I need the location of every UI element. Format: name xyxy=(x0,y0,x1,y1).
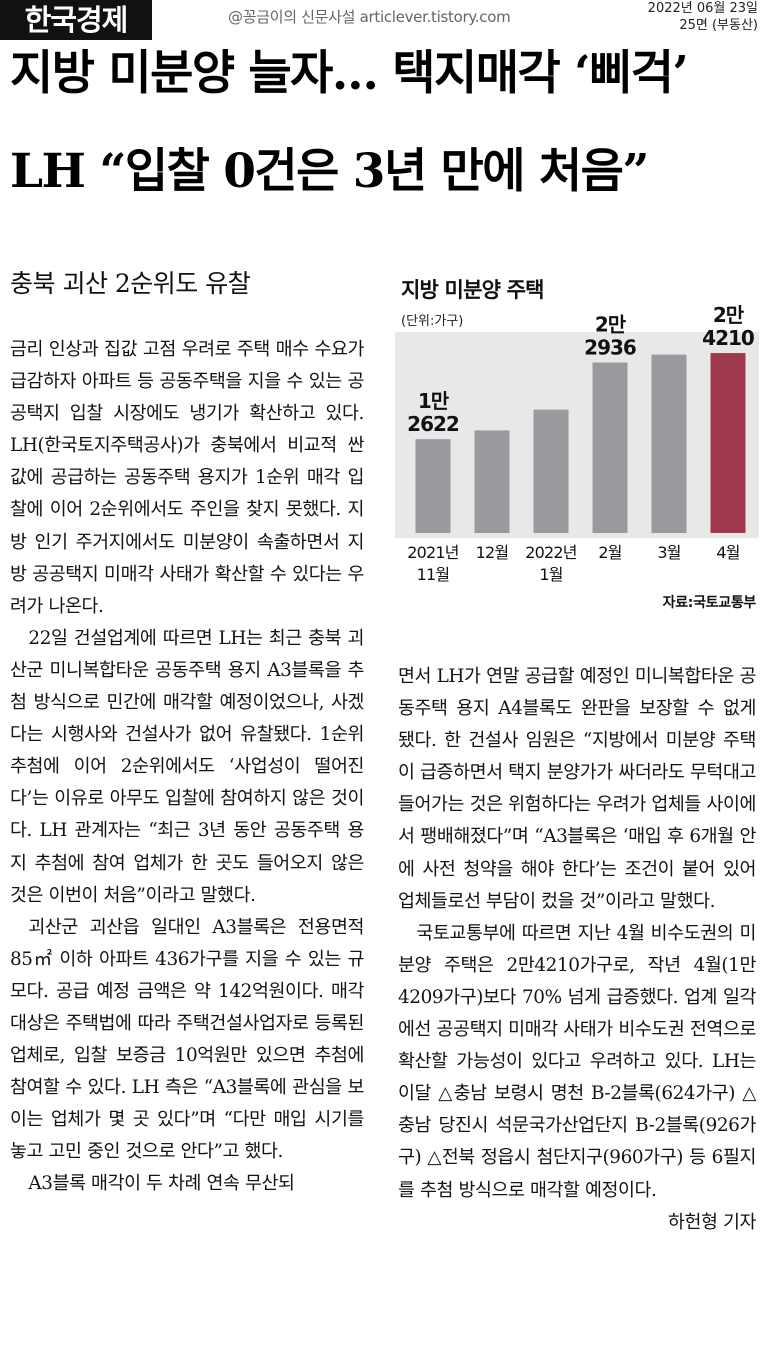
chart-bar xyxy=(415,439,451,533)
chart-bar xyxy=(533,409,569,533)
publication-date: 2022년 06월 23일 xyxy=(647,1,758,16)
chart-data-label: 1만 xyxy=(418,389,450,413)
article-paragraph: 국토교통부에 따르면 지난 4월 비수도권의 미분양 주택은 2만4210가구로… xyxy=(398,922,756,1201)
chart-category-label: 11월 xyxy=(417,565,450,584)
headline-line-2: LH “입찰 0건은 3년 만에 처음” xyxy=(10,144,649,199)
byline: 하헌형 기자 xyxy=(667,1211,756,1233)
chart-category-label: 2월 xyxy=(598,543,621,562)
article-left-column: 금리 인상과 집값 고점 우려로 주택 매수 수요가 급감하자 아파트 등 공동… xyxy=(10,334,364,1201)
chart-bar xyxy=(592,362,628,533)
chart-title: 지방 미분양 주택 xyxy=(401,278,544,302)
dateline: 2022년 06월 23일 25면 (부동산) xyxy=(648,0,758,34)
newspaper-logo: 한국경제 xyxy=(0,0,152,40)
chart-bar xyxy=(710,353,746,533)
chart-background xyxy=(395,332,759,538)
chart-category-label: 2021년 xyxy=(407,543,459,562)
headline-line-1: 지방 미분양 늘자… 택지매각 ‘삐걱’ xyxy=(10,46,689,101)
chart-bar xyxy=(651,354,687,533)
watermark-text: @꽁금이의 신문사설 articlever.tistory.com xyxy=(228,8,511,26)
chart-category-label: 12월 xyxy=(476,543,509,562)
chart-data-label: 2만 xyxy=(595,313,627,337)
unsold-housing-chart: 지방 미분양 주택 (단위:가구) 1만 2622 2021년 11월 12월 2022년… xyxy=(395,270,766,620)
chart-category-label: 2022년 xyxy=(525,543,577,562)
article-right-column: 면서 LH가 연말 공급할 예정인 미니복합타운 공동주택 용지 A4블록도 완… xyxy=(398,661,756,1239)
chart-data-label: 2936 xyxy=(584,336,636,360)
subheadline: 충북 괴산 2순위도 유찰 xyxy=(10,269,251,298)
chart-category-label: 3월 xyxy=(657,543,680,562)
article-paragraph: 괴산군 괴산읍 일대인 A3블록은 전용면적 85㎡ 이하 아파트 436가구를… xyxy=(10,916,364,1163)
masthead: 한국경제 @꽁금이의 신문사설 articlever.tistory.com 2… xyxy=(0,0,766,40)
chart-data-label: 2622 xyxy=(407,412,459,436)
chart-unit: (단위:가구) xyxy=(401,314,464,329)
chart-category-label: 4월 xyxy=(716,543,739,562)
article-paragraph: A3블록 매각이 두 차례 연속 무산되 xyxy=(28,1173,295,1195)
page-section: 25면 (부동산) xyxy=(679,18,758,33)
chart-category-label: 1월 xyxy=(539,565,562,584)
article-paragraph: 면서 LH가 연말 공급할 예정인 미니복합타운 공동주택 용지 A4블록도 완… xyxy=(398,666,756,912)
chart-data-label: 4210 xyxy=(702,326,754,350)
article-paragraph: 22일 건설업계에 따르면 LH는 최근 충북 괴산군 미니복합타운 공동주택 … xyxy=(10,627,364,906)
article-paragraph: 금리 인상과 집값 고점 우려로 주택 매수 수요가 급감하자 아파트 등 공동… xyxy=(10,339,364,617)
chart-data-label: 2만 xyxy=(713,303,745,327)
chart-source: 자료:국토교통부 xyxy=(662,595,757,611)
chart-bar xyxy=(474,430,510,533)
